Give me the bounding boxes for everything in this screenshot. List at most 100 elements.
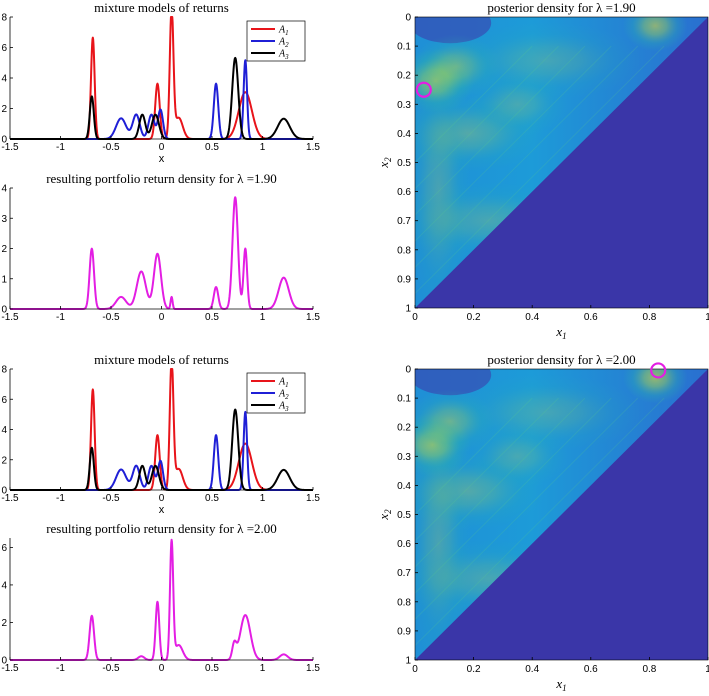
port1-y-tick-label: 0	[1, 305, 7, 316]
heat2-y-tick-label: 0.1	[397, 394, 411, 405]
heat1-y-tick-label: 0.9	[397, 274, 411, 285]
heat1-y-tick-label: 0.5	[397, 158, 411, 169]
port2-x-tick-label: 1.5	[306, 663, 320, 674]
heat2-title: posterior density for λ =2.00	[487, 352, 635, 367]
mix1-legend-label-A3: A3	[278, 49, 289, 62]
heat1-y-tick-label: 0.2	[397, 71, 411, 82]
heat2-x-tick-label: 0.4	[525, 664, 539, 675]
mix1-y-tick-label: 4	[1, 74, 7, 85]
heat2-density-region	[415, 369, 708, 660]
heat1-density-streak	[415, 45, 639, 268]
mix1-x-tick-label: -1.5	[1, 142, 19, 153]
heat2-y-tick-label: 0.2	[397, 423, 411, 434]
port2-plot-area	[10, 538, 313, 660]
heat2-x-axis-label: x1	[555, 676, 566, 693]
heat2-density-streak	[415, 397, 639, 620]
heat1-x-tick-label: 0.6	[584, 312, 598, 323]
heat2-y-tick-label: 0	[405, 365, 411, 376]
port2-x-tick-label: 1	[260, 663, 266, 674]
heat2-x-tick-label: 0.6	[584, 664, 598, 675]
mix1-x-tick-label: 0	[159, 142, 165, 153]
port1-x-tick-label: 1.5	[306, 312, 320, 323]
heat2-chart: posterior density for λ =2.00 0 0.2 0.4 0.6 0…	[376, 352, 709, 693]
port1-x-tick-label: 0	[159, 312, 165, 323]
heat1-y-tick-label: 0.8	[397, 245, 411, 256]
heat1-dark-corner	[415, 17, 492, 44]
heat2-dark-corner	[415, 369, 492, 396]
port1-y-tick-label: 3	[1, 214, 7, 225]
port2-y-tick-label: 6	[1, 543, 7, 554]
heat2-optimum-marker	[650, 362, 667, 379]
heat1-x-tick-label: 0.2	[467, 312, 481, 323]
heat1-title: posterior density for λ =1.90	[487, 0, 635, 15]
mix2-x-axis-label: x	[159, 504, 165, 516]
mix1-y-tick-label: 0	[1, 135, 7, 146]
heat1-density-blob	[450, 22, 644, 100]
heat2-y-tick-label: 0.9	[397, 626, 411, 637]
heat2-density-streak	[415, 397, 533, 515]
mix1-x-tick-label: -0.5	[102, 142, 120, 153]
port1-chart: resulting portfolio return density for λ…	[1, 171, 320, 323]
mix1-x-tick-label: 0.5	[205, 142, 219, 153]
mix2-x-tick-label: 0	[159, 493, 165, 504]
heat2-y-tick-label: 0.3	[397, 452, 411, 463]
heat1-density-blob	[623, 17, 688, 52]
port1-x-tick-label: -1	[56, 312, 65, 323]
mix1-x-axis-label: x	[159, 153, 165, 165]
port1-plot-area	[10, 188, 313, 309]
heat2-x-tick-label: 1	[705, 664, 709, 675]
heat2-x-tick-label: 0.2	[467, 664, 481, 675]
mix2-legend-label-A2: A2	[278, 389, 289, 402]
mix2-y-tick-label: 8	[1, 365, 7, 376]
heat2-y-tick-label: 0.8	[397, 597, 411, 608]
mix1-legend-label-A1: A1	[278, 25, 289, 38]
heat1-y-tick-label: 0.1	[397, 42, 411, 53]
heat2-y-tick-label: 0.4	[397, 481, 411, 492]
heat1-chart: posterior density for λ =1.90 0 0.2 0.4 0.6 0…	[376, 0, 709, 341]
heat1-y-tick-label: 0	[405, 13, 411, 24]
heat1-y-tick-label: 0.6	[397, 187, 411, 198]
port1-y-tick-label: 4	[1, 184, 7, 195]
heat1-y-tick-label: 0.4	[397, 129, 411, 140]
mix1-y-tick-label: 6	[1, 43, 7, 54]
port1-x-tick-label: 0.5	[205, 312, 219, 323]
heat2-density-streak	[415, 397, 586, 568]
heat2-x-tick-label: 0.8	[642, 664, 656, 675]
port1-y-tick-label: 2	[1, 244, 7, 255]
heat2-density-streak	[415, 397, 665, 646]
mix2-legend-label-A1: A1	[278, 377, 289, 390]
heat1-density-streak	[415, 45, 586, 216]
mix2-x-tick-label: -0.5	[102, 493, 120, 504]
heat1-density-streak	[415, 45, 533, 163]
mix2-x-tick-label: 1	[260, 493, 266, 504]
mix2-legend-label-A3: A3	[278, 401, 289, 414]
heat1-y-tick-label: 0.3	[397, 100, 411, 111]
port2-x-tick-label: 0.5	[205, 663, 219, 674]
heat1-y-tick-label: 0.7	[397, 216, 411, 227]
heat2-y-tick-label: 0.5	[397, 510, 411, 521]
heat1-density-streak	[415, 45, 665, 294]
port2-y-tick-label: 2	[1, 618, 7, 629]
heat1-x-tick-label: 1	[705, 312, 709, 323]
heat1-density-streak	[415, 45, 612, 242]
port2-y-tick-label: 4	[1, 580, 7, 591]
heat1-density-streak	[415, 45, 559, 190]
mix1-title: mixture models of returns	[94, 0, 229, 15]
mix2-x-tick-label: -1	[56, 493, 65, 504]
port2-x-tick-label: -1	[56, 663, 65, 674]
heat2-y-tick-label: 0.7	[397, 568, 411, 579]
mix1-x-tick-label: 1	[260, 142, 266, 153]
port2-x-tick-label: -0.5	[102, 663, 120, 674]
heat1-x-tick-label: 0	[412, 312, 418, 323]
mix2-chart: mixture models of returns -1.5 -1 -0.5 0 0.5 1…	[1, 352, 320, 516]
mix1-x-tick-label: 1.5	[306, 142, 320, 153]
port1-x-tick-label: 1	[260, 312, 266, 323]
heat2-density-streak	[415, 397, 559, 542]
mix2-x-tick-label: 1.5	[306, 493, 320, 504]
port2-x-tick-label: 0	[159, 663, 165, 674]
heat2-y-axis-label: x2	[376, 509, 393, 521]
mix2-y-tick-label: 2	[1, 455, 7, 466]
